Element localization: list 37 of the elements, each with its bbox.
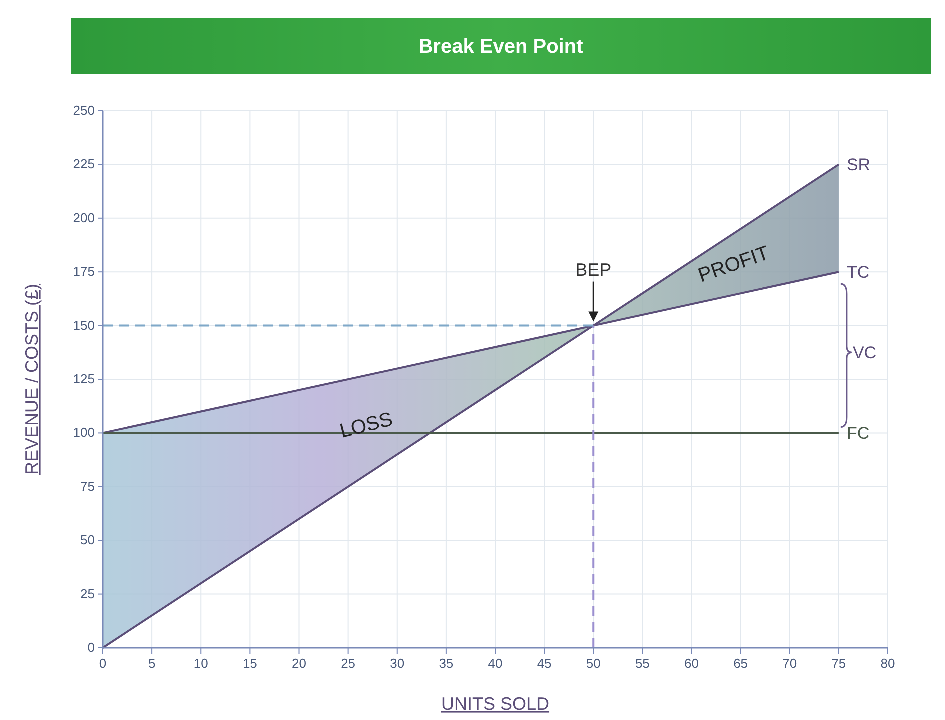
- chart-title: Break Even Point: [418, 36, 584, 58]
- y-tick-label: 150: [73, 318, 95, 333]
- x-tick-label: 60: [684, 656, 699, 671]
- x-tick-label: 5: [148, 656, 156, 671]
- x-tick-label: 45: [537, 656, 552, 671]
- x-tick-label: 15: [242, 656, 258, 671]
- y-tick-label: 125: [73, 372, 95, 386]
- x-tick-label: 25: [341, 656, 356, 671]
- y-tick-label: 200: [73, 210, 95, 226]
- x-tick-label: 50: [586, 656, 601, 671]
- x-axis-title: UNITS SOLD: [441, 694, 550, 714]
- y-axis-title: REVENUE / COSTS (£): [22, 284, 42, 476]
- y-tick-label: 175: [73, 264, 95, 280]
- y-tick-label: 50: [80, 532, 95, 548]
- annotation: VC: [852, 344, 877, 363]
- x-tick-label: 55: [635, 656, 650, 671]
- x-tick-label: 65: [734, 656, 748, 671]
- y-tick-label: 25: [80, 586, 95, 602]
- series-label: TC: [846, 263, 870, 282]
- y-tick-label: 75: [80, 478, 95, 494]
- series-label: FC: [846, 424, 870, 444]
- x-tick-label: 30: [390, 656, 405, 671]
- x-tick-label: 10: [194, 656, 208, 671]
- x-tick-label: 0: [99, 656, 107, 671]
- series-label: SR: [846, 156, 871, 175]
- annotation: LOSS: [338, 408, 396, 443]
- x-tick-label: 20: [292, 656, 306, 671]
- y-tick-label: 225: [73, 156, 95, 172]
- annotation: BEP: [576, 260, 612, 280]
- x-tick-label: 80: [880, 656, 896, 671]
- y-tick-label: 100: [73, 425, 95, 440]
- x-tick-label: 35: [439, 656, 454, 671]
- y-tick-label: 250: [73, 103, 95, 118]
- x-tick-label: 75: [832, 656, 846, 671]
- x-tick-label: 40: [488, 656, 503, 671]
- x-tick-label: 70: [782, 656, 798, 671]
- y-tick-label: 0: [88, 640, 95, 655]
